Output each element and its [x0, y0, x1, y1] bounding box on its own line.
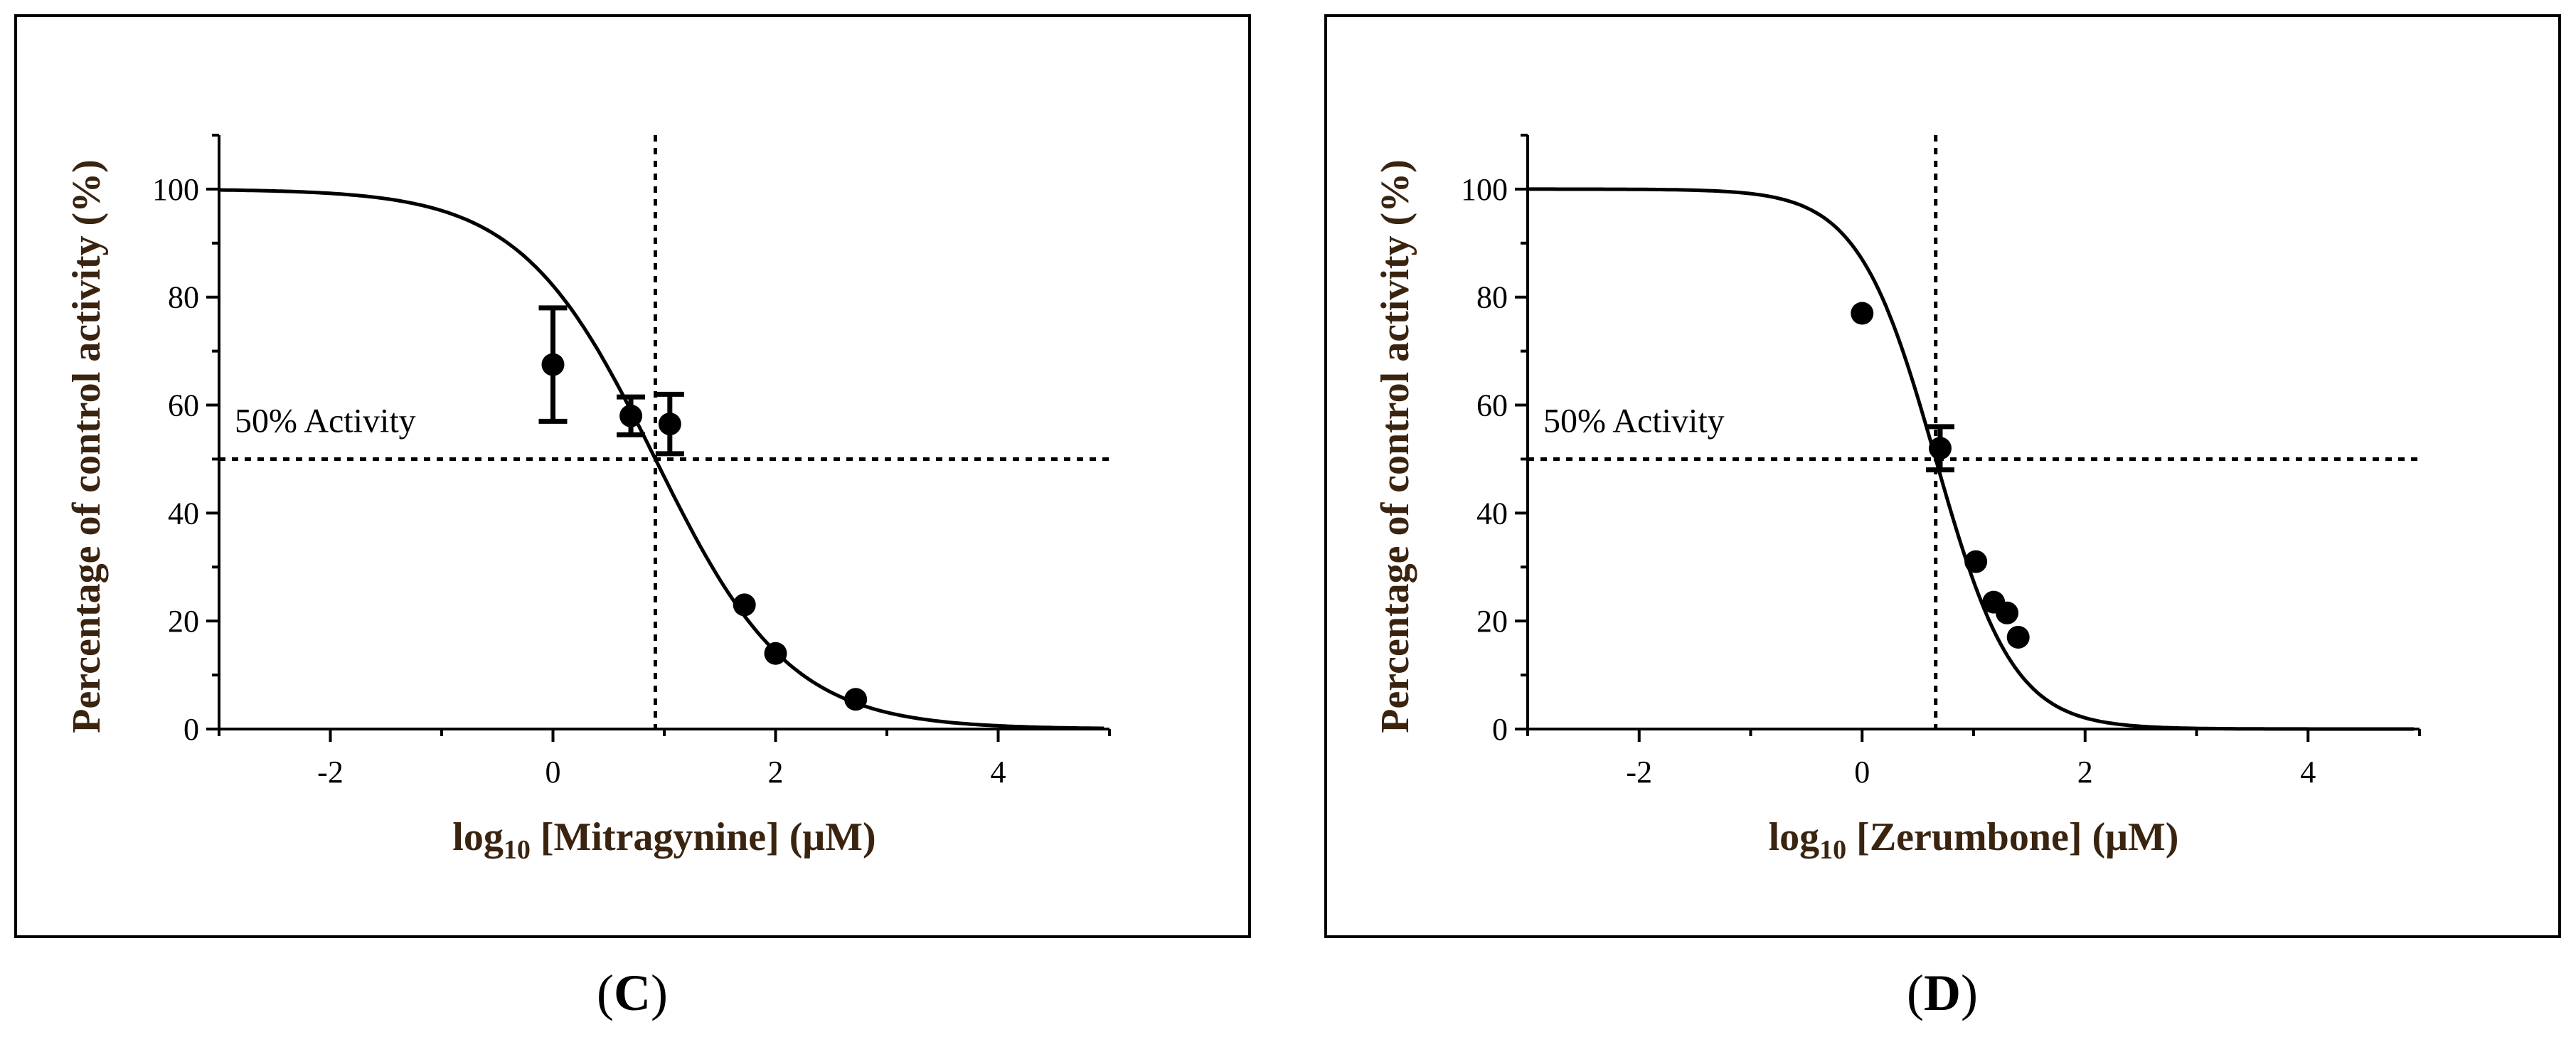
x-axis-title: log10 [Mitragynine] (μM) [452, 815, 875, 865]
x-tick-label: -2 [1626, 755, 1652, 789]
data-point [733, 593, 756, 617]
panel-d: 0 20 40 60 80 100 -2 0 2 4 50% Activity log10 [Zeru… [1324, 14, 2561, 1021]
x-axis-title: log10 [Zerumbone] (μM) [1769, 815, 2179, 865]
y-tick-label: 60 [168, 388, 199, 423]
data-point [764, 642, 787, 665]
x-tick-label: 4 [2300, 755, 2316, 789]
x-tick-label: 4 [991, 755, 1006, 789]
data-point [541, 353, 565, 376]
y-tick-label: 0 [183, 712, 199, 747]
y-tick-label: 100 [1461, 172, 1508, 207]
reference-line-label: 50% Activity [1543, 402, 1725, 440]
data-point [1928, 437, 1952, 460]
x-tick-label: 2 [768, 755, 784, 789]
y-axis-title: Percentage of control activity (%) [1373, 159, 1417, 733]
y-tick-label: 0 [1492, 712, 1508, 747]
panel-c-plot: 0 20 40 60 80 100 -2 0 2 4 50% Activity log10 [Mitr… [65, 134, 1111, 865]
y-tick-label: 100 [152, 172, 199, 207]
x-tick-label: 0 [1854, 755, 1870, 789]
reference-line-label: 50% Activity [235, 402, 416, 440]
data-point [1851, 302, 1874, 325]
y-axis-title: Percentage of control activity (%) [65, 159, 109, 733]
data-point [2006, 625, 2030, 649]
y-tick-label: 40 [168, 496, 199, 531]
panel-d-plot: 0 20 40 60 80 100 -2 0 2 4 50% Activity log10 [Zeru… [1373, 134, 2421, 865]
data-point [658, 413, 681, 436]
x-tick-label: 2 [2077, 755, 2093, 789]
y-tick-label: 60 [1476, 388, 1508, 423]
data-point [1996, 601, 2019, 624]
data-point [619, 404, 643, 427]
panel-d-label: (D) [1907, 964, 1978, 1021]
y-tick-label: 20 [168, 604, 199, 639]
x-tick-label: 0 [545, 755, 561, 789]
x-tick-label: -2 [317, 755, 344, 789]
y-tick-label: 80 [168, 280, 199, 315]
fit-curve [218, 188, 1105, 730]
panel-c: 0 20 40 60 80 100 -2 0 2 4 50% Activity log10 [Mitr… [14, 14, 1251, 1021]
y-tick-label: 80 [1476, 280, 1508, 315]
data-point [844, 688, 868, 711]
panel-c-frame [14, 14, 1251, 938]
fit-curve [1528, 187, 2415, 731]
y-tick-label: 20 [1476, 604, 1508, 639]
panel-d-frame [1324, 14, 2561, 938]
y-tick-label: 40 [1476, 496, 1508, 531]
data-point [1964, 550, 1988, 573]
panel-c-label: (C) [597, 964, 668, 1021]
